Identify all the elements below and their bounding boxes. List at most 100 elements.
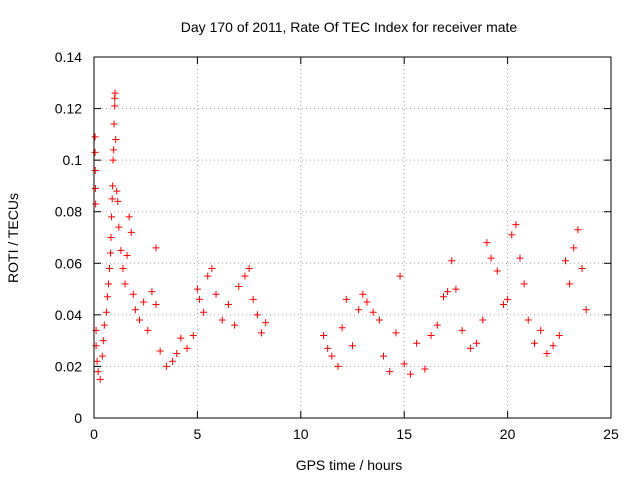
data-point — [578, 264, 586, 272]
data-point — [241, 272, 249, 280]
data-point — [193, 285, 201, 293]
data-point — [530, 339, 538, 347]
grid — [94, 57, 611, 418]
data-point — [452, 285, 460, 293]
y-tick-label: 0.08 — [55, 204, 82, 220]
y-tick-label: 0.02 — [55, 358, 82, 374]
data-point — [96, 375, 104, 383]
data-point — [140, 298, 148, 306]
data-point — [135, 316, 143, 324]
data-point — [177, 334, 185, 342]
data-point — [249, 295, 257, 303]
data-point — [183, 344, 191, 352]
y-tick-label: 0.1 — [63, 152, 83, 168]
data-point — [570, 244, 578, 252]
data-point — [235, 282, 243, 290]
data-point — [94, 368, 102, 376]
data-point — [111, 89, 119, 97]
data-point — [400, 360, 408, 368]
data-point — [98, 352, 106, 360]
data-point — [375, 316, 383, 324]
data-point — [253, 311, 261, 319]
data-point — [195, 295, 203, 303]
data-point — [413, 339, 421, 347]
data-point — [125, 213, 133, 221]
data-point — [92, 200, 100, 208]
data-point — [444, 288, 452, 296]
data-point — [204, 272, 212, 280]
data-point — [473, 339, 481, 347]
data-point — [117, 246, 125, 254]
data-point — [320, 331, 328, 339]
data-point — [99, 337, 107, 345]
data-point — [162, 362, 170, 370]
data-points — [91, 89, 590, 383]
data-point — [119, 264, 127, 272]
data-point — [110, 146, 118, 154]
data-point — [91, 133, 99, 141]
data-point — [231, 321, 239, 329]
data-point — [516, 254, 524, 262]
data-point — [189, 331, 197, 339]
data-point — [359, 290, 367, 298]
data-point — [108, 195, 116, 203]
data-point — [537, 326, 545, 334]
x-tick-label: 25 — [603, 426, 619, 442]
data-point — [102, 308, 110, 316]
chart-title: Day 170 of 2011, Rate Of TEC Index for r… — [181, 19, 518, 35]
data-point — [224, 301, 232, 309]
data-point — [448, 257, 456, 265]
data-point — [108, 213, 116, 221]
x-tick-labels: 0 5 10 15 20 25 — [90, 426, 619, 442]
data-point — [499, 301, 507, 309]
data-point — [421, 365, 429, 373]
data-point — [112, 136, 120, 144]
data-point — [114, 197, 122, 205]
data-point — [131, 306, 139, 314]
y-axis-label: ROTI / TECUs — [5, 193, 21, 283]
data-point — [173, 350, 181, 358]
data-point — [127, 228, 135, 236]
data-point — [200, 308, 208, 316]
data-point — [106, 264, 114, 272]
x-tick-label: 20 — [500, 426, 516, 442]
data-point — [439, 293, 447, 301]
data-point — [328, 352, 336, 360]
data-point — [208, 264, 216, 272]
data-point — [512, 221, 520, 229]
data-point — [334, 362, 342, 370]
data-point — [355, 306, 363, 314]
data-point — [324, 344, 332, 352]
data-point — [123, 252, 131, 260]
data-point — [100, 321, 108, 329]
data-point — [104, 280, 112, 288]
data-point — [129, 290, 137, 298]
data-point — [111, 102, 119, 110]
data-point — [369, 308, 377, 316]
x-tick-label: 10 — [293, 426, 309, 442]
data-point — [479, 316, 487, 324]
data-point — [338, 324, 346, 332]
data-point — [349, 342, 356, 350]
data-point — [110, 120, 118, 128]
data-point — [574, 226, 582, 234]
data-point — [433, 321, 441, 329]
data-point — [406, 370, 414, 378]
x-tick-label: 5 — [194, 426, 202, 442]
data-point — [562, 257, 570, 265]
data-point — [396, 272, 404, 280]
data-point — [93, 357, 101, 365]
data-point — [520, 280, 528, 288]
data-point — [262, 319, 270, 327]
data-point — [458, 326, 466, 334]
ticks — [93, 56, 612, 419]
data-point — [380, 352, 388, 360]
data-point — [152, 301, 160, 309]
data-point — [107, 234, 115, 241]
plot-frame — [93, 56, 612, 419]
data-point — [483, 239, 491, 247]
data-point — [566, 280, 574, 288]
data-point — [582, 306, 590, 314]
